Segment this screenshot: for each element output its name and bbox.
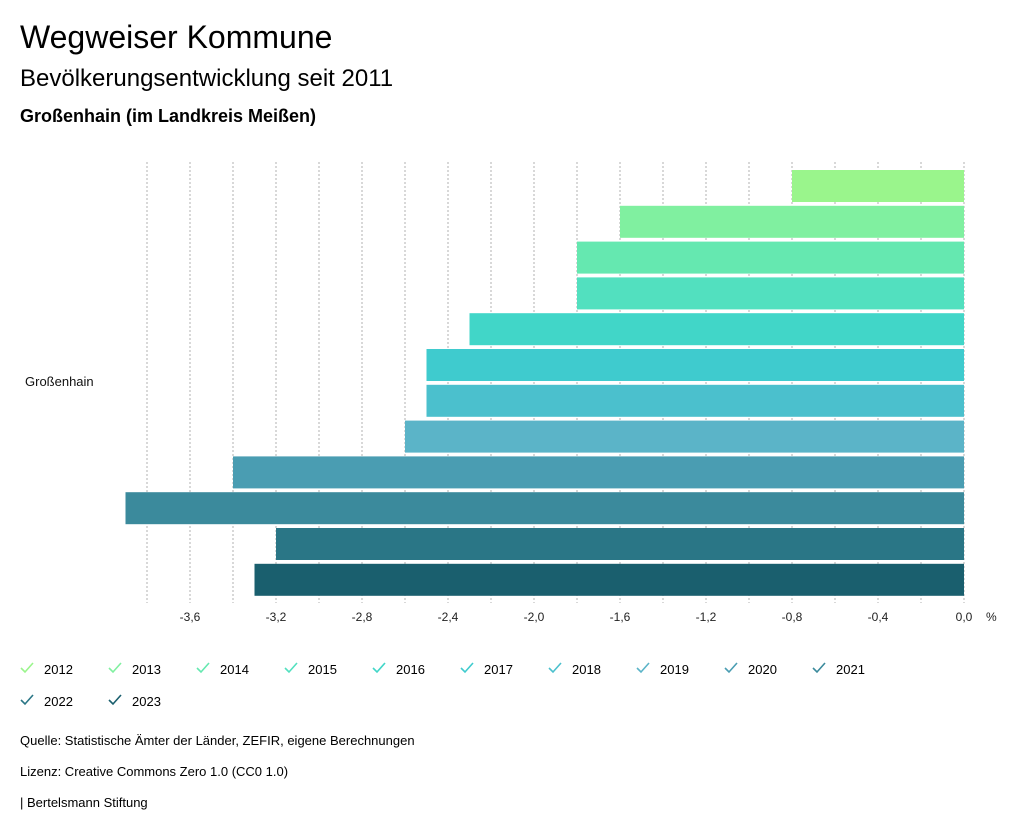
legend-label: 2013 [132, 661, 161, 677]
legend-label: 2018 [572, 661, 601, 677]
checkmark-icon [636, 662, 654, 676]
bar-2021[interactable] [125, 492, 965, 525]
chart-subtitle: Bevölkerungsentwicklung seit 2011 [20, 65, 394, 92]
bar-2013[interactable] [620, 205, 964, 238]
checkmark-icon [284, 662, 302, 676]
bar-2018[interactable] [426, 384, 965, 417]
legend-item-2021[interactable]: 2021 [812, 658, 865, 680]
x-tick-label: -3,2 [266, 610, 287, 624]
bar-2023[interactable] [254, 563, 965, 596]
bar-chart: -3,6 -3,2 -2,8 -2,4 -2,0 -1,6 -1,2 -0,8 -0,4 0,0%… [25, 162, 997, 624]
publisher-note: | Bertelsmann Stiftung [20, 795, 148, 810]
legend-label: 2022 [44, 693, 73, 709]
checkmark-icon [108, 662, 126, 676]
bar-2022[interactable] [276, 528, 964, 560]
legend-label: 2017 [484, 661, 513, 677]
legend-item-2016[interactable]: 2016 [372, 658, 425, 680]
legend-item-2018[interactable]: 2018 [548, 658, 601, 680]
checkmark-icon [460, 662, 478, 676]
legend-label: 2020 [748, 661, 777, 677]
legend-item-2022[interactable]: 2022 [20, 690, 73, 712]
checkmark-icon [196, 662, 214, 676]
x-tick-label: -1,2 [696, 610, 717, 624]
x-tick-label: -0,8 [782, 610, 803, 624]
region-label: Großenhain (im Landkreis Meißen) [20, 106, 317, 126]
x-tick-label: -3,6 [180, 610, 201, 624]
legend-item-2012[interactable]: 2012 [20, 658, 73, 680]
license-note: Lizenz: Creative Commons Zero 1.0 (CC0 1… [20, 764, 289, 779]
x-tick-label: -2,8 [352, 610, 373, 624]
bar-2020[interactable] [233, 456, 964, 489]
x-unit-label: % [986, 610, 997, 624]
bar-2016[interactable] [469, 313, 965, 346]
legend-label: 2012 [44, 661, 73, 677]
x-tick-label: -2,0 [524, 610, 545, 624]
legend-item-2023[interactable]: 2023 [108, 690, 161, 712]
bar-2015[interactable] [577, 277, 964, 310]
legend-item-2017[interactable]: 2017 [460, 658, 513, 680]
x-tick-label: 0,0 [956, 610, 973, 624]
bar-2012[interactable] [792, 170, 964, 202]
legend-item-2014[interactable]: 2014 [196, 658, 249, 680]
checkmark-icon [20, 662, 38, 676]
bar-2017[interactable] [426, 349, 965, 381]
bar-2014[interactable] [577, 241, 964, 274]
x-tick-label: -0,4 [868, 610, 889, 624]
legend-item-2020[interactable]: 2020 [724, 658, 777, 680]
x-tick-label: -1,6 [610, 610, 631, 624]
checkmark-icon [812, 662, 830, 676]
page-title: Wegweiser Kommune [20, 19, 333, 55]
checkmark-icon [548, 662, 566, 676]
checkmark-icon [20, 694, 38, 708]
legend-label: 2016 [396, 661, 425, 677]
source-note: Quelle: Statistische Ämter der Länder, Z… [20, 733, 415, 748]
checkmark-icon [724, 662, 742, 676]
legend-item-2019[interactable]: 2019 [636, 658, 689, 680]
legend-label: 2023 [132, 693, 161, 709]
legend-label: 2021 [836, 661, 865, 677]
legend-item-2013[interactable]: 2013 [108, 658, 161, 680]
legend-item-2015[interactable]: 2015 [284, 658, 337, 680]
legend-label: 2014 [220, 661, 249, 677]
x-tick-label: -2,4 [438, 610, 459, 624]
category-label: Großenhain [25, 374, 94, 389]
bar-2019[interactable] [405, 420, 964, 453]
legend-label: 2019 [660, 661, 689, 677]
legend-label: 2015 [308, 661, 337, 677]
checkmark-icon [372, 662, 390, 676]
checkmark-icon [108, 694, 126, 708]
